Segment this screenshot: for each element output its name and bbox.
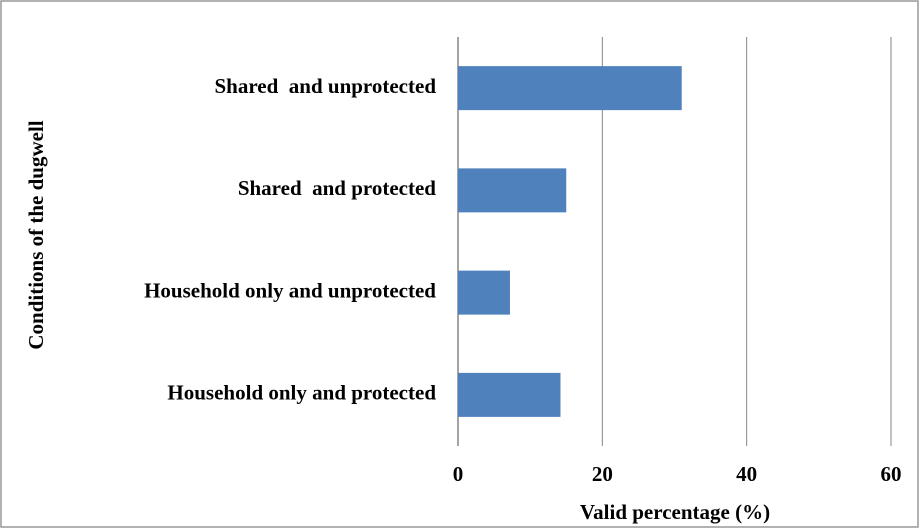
y-axis-title: Conditions of the dugwell [24, 120, 48, 349]
bar [458, 66, 682, 111]
x-tick-label: 0 [453, 462, 464, 486]
bar [458, 168, 567, 213]
x-tick-label: 20 [592, 462, 613, 486]
x-tick-label: 60 [881, 462, 902, 486]
x-axis-title: Valid percentage (%) [580, 500, 770, 524]
y-tick-label: Shared and unprotected [214, 74, 436, 98]
y-tick-label: Shared and protected [238, 176, 436, 200]
bar [458, 270, 510, 315]
y-tick-label: Household only and protected [167, 381, 436, 405]
x-tick-label: 40 [736, 462, 757, 486]
y-tick-label: Household only and unprotected [144, 278, 436, 302]
bar [458, 372, 561, 417]
